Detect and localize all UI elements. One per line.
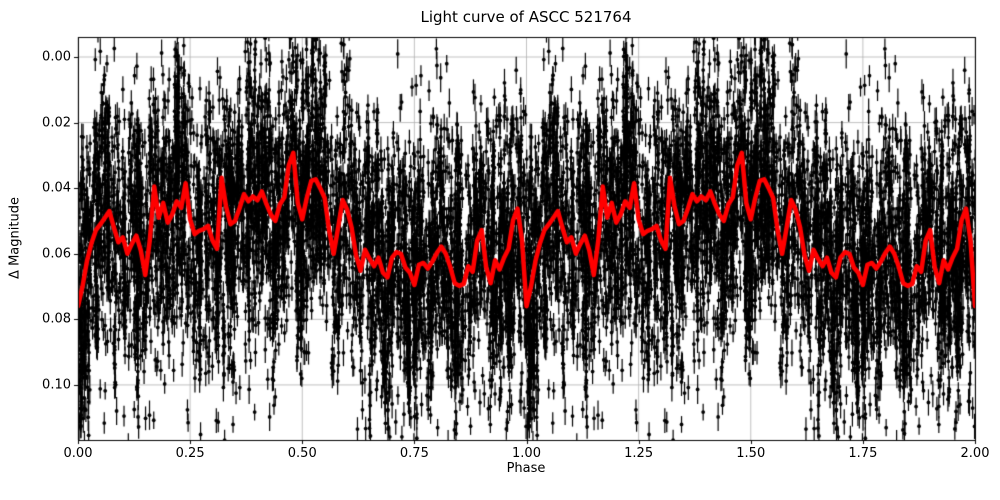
- x-tick-label: 0.75: [399, 446, 429, 461]
- x-tick-label: 0.50: [287, 446, 317, 461]
- y-tick-label: 0.08: [42, 311, 71, 327]
- x-tick-label: 1.75: [848, 446, 878, 461]
- x-tick-label: 1.50: [736, 446, 766, 461]
- y-tick-label: 0.00: [42, 49, 71, 65]
- y-axis-label: Δ Magnitude: [7, 197, 23, 279]
- y-tick-label: 0.02: [42, 115, 71, 131]
- y-tick-label: 0.10: [42, 377, 71, 393]
- chart-title: Light curve of ASCC 521764: [420, 8, 632, 26]
- x-axis-label: Phase: [506, 461, 546, 476]
- x-tick-label: 2.00: [960, 446, 990, 461]
- y-tick-label: 0.04: [42, 180, 71, 196]
- x-tick-label: 0.25: [175, 446, 205, 461]
- x-tick-label: 0.00: [63, 446, 93, 461]
- x-tick-label: 1.00: [512, 446, 541, 461]
- x-tick-label: 1.25: [624, 446, 654, 461]
- y-tick-label: 0.06: [42, 246, 71, 262]
